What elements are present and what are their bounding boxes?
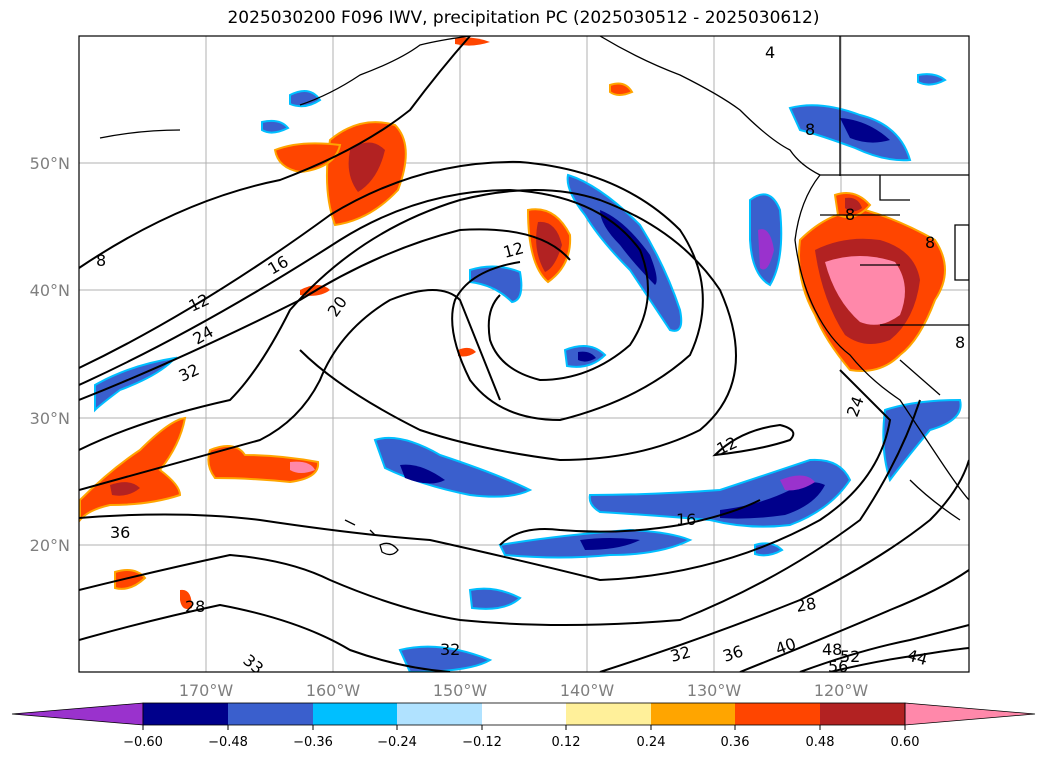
colorbar-label: 0.24 (637, 735, 666, 750)
contour-label: 4 (765, 43, 775, 62)
colorbar-label: 0.12 (552, 735, 581, 750)
colorbar-segment (735, 703, 820, 725)
lon-tick: 170°W (179, 681, 234, 700)
map-title: 2025030200 F096 IWV, precipitation PC (2… (227, 8, 820, 28)
contour-label: 28 (185, 597, 205, 616)
colorbar-label: −0.24 (377, 735, 417, 750)
coastlines (99, 36, 969, 556)
colorbar-segment (651, 703, 735, 725)
longitude-ticks: 170°W 160°W 150°W 140°W 130°W 120°W (179, 681, 869, 700)
lon-tick: 160°W (306, 681, 361, 700)
colorbar-segment (397, 703, 482, 725)
map-frame (78, 35, 970, 673)
contour-label: 32 (440, 640, 460, 659)
colorbar-segment (313, 703, 397, 725)
iwv-contours (79, 36, 969, 672)
colorbar-extend-low (11, 702, 144, 726)
colorbar-label: −0.36 (293, 735, 333, 750)
contour-label: 48 (822, 640, 842, 659)
lon-tick: 130°W (687, 681, 742, 700)
contour-label: 52 (840, 647, 860, 666)
lon-tick: 140°W (560, 681, 615, 700)
contour-label: 8 (805, 120, 815, 139)
contour-label: 8 (845, 205, 855, 224)
colorbar: −0.60 −0.48 −0.36 −0.24 −0.12 0.12 0.24 … (11, 702, 1036, 750)
colorbar-extend-high (904, 702, 1036, 726)
contour-label: 8 (96, 251, 106, 270)
lon-tick: 120°W (814, 681, 869, 700)
lat-tick: 30°N (30, 409, 70, 428)
colorbar-outline (142, 702, 906, 726)
contour-label: 56 (828, 657, 848, 676)
colorbar-label: −0.60 (123, 735, 163, 750)
contour-label: 28 (794, 594, 817, 616)
colorbar-segment (143, 703, 228, 725)
contour-label: 12 (501, 238, 526, 262)
contour-label: 32 (668, 642, 693, 666)
map-panel: 8 16 12 24 32 20 12 36 28 32 32 36 40 48… (79, 36, 969, 676)
colorbar-segment (228, 703, 313, 725)
colorbar-segment (820, 703, 905, 725)
colorbar-segment (566, 703, 651, 725)
lat-tick: 20°N (30, 536, 70, 555)
colorbar-label: 0.36 (721, 735, 750, 750)
latitude-ticks: 50°N 40°N 30°N 20°N (30, 154, 70, 555)
colorbar-label: 0.60 (891, 735, 920, 750)
colorbar-label: −0.48 (208, 735, 248, 750)
lon-tick: 150°W (433, 681, 488, 700)
colorbar-segment (482, 703, 566, 725)
colorbar-label: 0.48 (806, 735, 835, 750)
lat-tick: 50°N (30, 154, 70, 173)
lat-tick: 40°N (30, 281, 70, 300)
precip-shading (79, 37, 962, 672)
colorbar-label: −0.12 (462, 735, 502, 750)
contour-label: 8 (925, 233, 935, 252)
contour-label: 44 (905, 646, 930, 670)
contour-label: 16 (676, 510, 696, 529)
contour-label: 8 (955, 333, 965, 352)
contour-label: 36 (110, 523, 130, 542)
colorbar-ticks (142, 725, 906, 730)
